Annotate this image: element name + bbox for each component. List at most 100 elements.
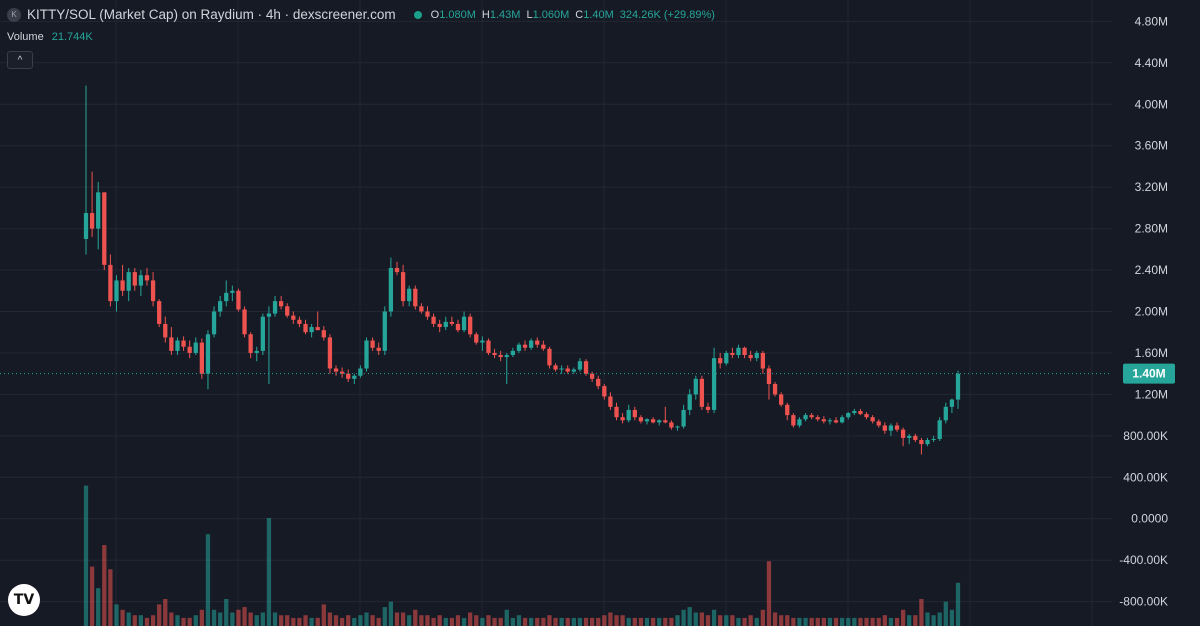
- volume-bar: [83, 485, 89, 626]
- ohlc-value: 324.26K (+29.89%): [619, 8, 715, 21]
- candle-body: [547, 348, 552, 366]
- volume-bar: [510, 617, 515, 626]
- candle-body: [596, 378, 601, 387]
- y-tick-label: 800.00K: [1123, 429, 1168, 443]
- volume-bar: [266, 518, 272, 626]
- volume-bar: [157, 604, 162, 626]
- candle-body: [480, 340, 485, 343]
- volume-bar: [699, 612, 705, 626]
- volume-bar: [821, 617, 826, 626]
- volume-bar: [193, 615, 198, 626]
- ohlc-label: L: [526, 8, 533, 21]
- volume-bar: [175, 615, 180, 626]
- y-tick-label: 2.00M: [1135, 305, 1168, 319]
- candle-body: [937, 420, 942, 439]
- volume-bar: [754, 617, 759, 626]
- candle-body: [657, 420, 662, 423]
- ohlc-value: 1.43M: [489, 8, 521, 21]
- candle-body: [882, 425, 887, 431]
- candle-body: [907, 435, 912, 438]
- volume-bar: [102, 545, 107, 626]
- volume-bar: [718, 615, 723, 626]
- volume-bar: [809, 617, 814, 626]
- volume-bar: [272, 612, 278, 626]
- candle-body: [730, 352, 735, 356]
- candle-body: [327, 337, 333, 369]
- y-tick-label: -800.00K: [1119, 595, 1168, 609]
- candle-body: [218, 301, 223, 312]
- volume-bar: [858, 617, 863, 626]
- candle-body: [205, 334, 211, 374]
- volume-bar: [297, 617, 302, 626]
- candle-body: [772, 384, 778, 395]
- volume-bar: [632, 617, 637, 626]
- tradingview-logo-icon[interactable]: TV: [8, 584, 40, 616]
- candle-body: [541, 344, 546, 349]
- volume-bar: [437, 615, 442, 626]
- candle-body: [687, 394, 692, 410]
- candle-body: [474, 334, 479, 343]
- price-chart[interactable]: [0, 0, 1112, 626]
- volume-bar: [352, 617, 357, 626]
- ohlc-value: 1.060M: [532, 8, 570, 21]
- volume-bar: [931, 615, 936, 626]
- collapse-chevron-up-icon[interactable]: ^: [7, 51, 33, 69]
- volume-bar: [498, 617, 503, 626]
- volume-bar: [638, 617, 644, 626]
- volume-bar: [815, 617, 820, 626]
- volume-bar: [236, 609, 241, 626]
- volume-bar: [577, 617, 583, 626]
- candle-body: [321, 330, 326, 338]
- volume-bar: [614, 615, 619, 626]
- candle-body: [565, 368, 570, 372]
- candle-body: [254, 350, 259, 353]
- y-tick-label: 4.40M: [1135, 56, 1168, 70]
- candle-body: [291, 315, 296, 320]
- candle-body: [797, 419, 802, 426]
- candle-body: [108, 264, 113, 302]
- candle-body: [577, 361, 583, 370]
- ohlc-label: H: [481, 8, 490, 21]
- candle-body: [779, 394, 784, 405]
- volume-bar: [870, 617, 875, 626]
- candle-body: [669, 422, 674, 428]
- volume-bar: [169, 612, 174, 626]
- volume-bar: [218, 612, 223, 626]
- volume-bar: [681, 609, 686, 626]
- volume-bar: [199, 609, 204, 626]
- candle-body: [571, 369, 576, 372]
- y-tick-label: 3.20M: [1135, 180, 1168, 194]
- candle-body: [791, 415, 796, 426]
- volume-bars: [83, 485, 961, 626]
- ohlc-item: O1.080M: [431, 9, 476, 21]
- ohlc-value: 1.40M: [583, 8, 614, 21]
- volume-bar: [327, 612, 333, 626]
- candle-body: [352, 375, 357, 379]
- price-axis[interactable]: 4.80M 4.40M 4.00M 3.60M 3.20M 2.80M 2.40M 2.00M…: [1112, 0, 1200, 626]
- y-tick-label: 2.80M: [1135, 222, 1168, 236]
- candle-body: [675, 426, 680, 428]
- volume-bar: [285, 615, 290, 626]
- volume-bar: [913, 615, 918, 626]
- candle-body: [852, 410, 857, 414]
- candle-body: [681, 409, 686, 427]
- candle-body: [638, 417, 644, 422]
- volume-bar: [559, 617, 564, 626]
- candle-body: [126, 272, 131, 291]
- volume-bar: [400, 612, 406, 626]
- volume-bar: [955, 582, 961, 626]
- volume-bar: [309, 617, 314, 626]
- candle-body: [303, 323, 308, 333]
- volume-bar: [468, 612, 473, 626]
- candle-body: [809, 415, 814, 418]
- candle-body: [803, 415, 808, 420]
- candle-body: [437, 323, 442, 328]
- volume-bar: [254, 615, 259, 626]
- candle-body: [132, 272, 137, 286]
- candle-body: [224, 292, 229, 302]
- candle-body: [522, 344, 528, 348]
- volume-bar: [827, 617, 833, 626]
- volume-bar: [583, 617, 589, 626]
- candle-body: [711, 358, 717, 410]
- grid-lines: [0, 0, 1112, 626]
